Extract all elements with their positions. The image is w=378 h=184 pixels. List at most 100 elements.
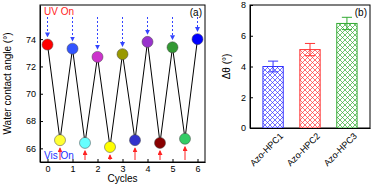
tick-label: 4 xyxy=(145,164,150,174)
tick-label: Azo-HPC1 xyxy=(248,131,285,168)
tick-mark xyxy=(98,159,99,162)
error-cap xyxy=(342,29,352,30)
arrow xyxy=(122,17,123,46)
point xyxy=(55,135,66,146)
tick: Azo-HPC1 xyxy=(248,125,285,168)
tick-mark xyxy=(250,36,253,37)
point xyxy=(80,137,91,148)
tick-mark xyxy=(250,67,253,68)
x-axis-title: Cycles xyxy=(107,173,137,184)
tick-mark xyxy=(198,159,199,162)
tick-label: 72 xyxy=(26,62,36,72)
tick-label: 2 xyxy=(95,164,100,174)
tick: 4 xyxy=(241,62,253,72)
tick-mark xyxy=(40,121,43,122)
tick-mark xyxy=(148,159,149,162)
tick: 4 xyxy=(145,159,150,174)
tick-label: 6 xyxy=(241,31,246,41)
error-bar xyxy=(342,17,352,29)
point xyxy=(105,141,116,152)
annotation: Vis On xyxy=(44,150,74,161)
arrow xyxy=(172,17,173,39)
tick: 2 xyxy=(95,159,100,174)
tick-label: 66 xyxy=(26,144,36,154)
axis-line xyxy=(41,162,206,163)
axis-line xyxy=(40,6,41,163)
point xyxy=(42,39,53,50)
tick-mark xyxy=(123,159,124,162)
arrow xyxy=(97,17,98,49)
arrow xyxy=(72,17,73,41)
arrow xyxy=(85,151,86,160)
plot-area xyxy=(42,17,203,160)
tick-label: 70 xyxy=(26,89,36,99)
figure: 01234566668707274CyclesWater contact ang… xyxy=(0,0,378,184)
plot-area xyxy=(263,17,357,128)
tick-label: 8 xyxy=(241,0,246,10)
tick-label: 0 xyxy=(241,123,246,133)
arrow xyxy=(135,148,136,160)
error-bar xyxy=(268,61,278,72)
tick-label: 4 xyxy=(241,62,246,72)
arrow xyxy=(160,151,161,160)
panel-b: Azo-HPC1Azo-HPC2Azo-HPC3 0 2 4 6 8 Δθ (°) (b) xyxy=(221,0,371,168)
tick: Azo-HPC3 xyxy=(322,125,359,168)
tick-label: Azo-HPC3 xyxy=(322,131,359,168)
bar xyxy=(300,50,320,128)
tick-label: 6 xyxy=(195,164,200,174)
error-cap xyxy=(268,61,278,62)
bar xyxy=(263,67,283,129)
title: (a) xyxy=(190,7,202,18)
tick: 0 xyxy=(45,159,50,174)
tick: 6 xyxy=(195,159,200,174)
tick: 0 xyxy=(241,123,253,133)
tick-mark xyxy=(40,148,43,149)
point xyxy=(192,34,203,45)
tick: 2 xyxy=(241,93,253,103)
tick: 8 xyxy=(241,0,253,10)
error-line xyxy=(273,61,274,72)
annotation: UV On xyxy=(44,6,74,17)
point xyxy=(180,133,191,144)
point xyxy=(92,51,103,62)
tick-mark xyxy=(250,97,253,98)
line xyxy=(48,39,198,147)
plot-frame xyxy=(250,5,370,128)
bar xyxy=(337,23,357,128)
title: (b) xyxy=(355,7,367,18)
tick-mark xyxy=(40,39,43,40)
tick-label: 1 xyxy=(70,164,75,174)
axis: 6668707274 xyxy=(26,6,43,163)
plot-frame xyxy=(40,5,205,162)
point xyxy=(117,49,128,60)
tick: Azo-HPC2 xyxy=(285,125,322,168)
arrow xyxy=(147,17,148,34)
tick-label: 74 xyxy=(26,35,36,45)
tick-mark xyxy=(40,66,43,67)
tick: 66 xyxy=(26,144,43,154)
tick-mark xyxy=(173,159,174,162)
tick-label: 5 xyxy=(170,164,175,174)
error-cap xyxy=(305,55,315,56)
tick-mark xyxy=(250,128,253,129)
tick-mark xyxy=(40,94,43,95)
axis: 0 2 4 6 8 xyxy=(241,0,253,133)
y-axis-title: Δθ (°) xyxy=(221,54,232,80)
point xyxy=(155,137,166,148)
point xyxy=(167,42,178,53)
tick: 6 xyxy=(241,31,253,41)
tick: 74 xyxy=(26,35,43,45)
error-cap xyxy=(342,17,352,18)
point xyxy=(67,43,78,54)
arrow xyxy=(197,17,198,31)
arrow xyxy=(47,17,48,37)
point xyxy=(142,36,153,47)
error-cap xyxy=(268,71,278,72)
panel-a: 01234566668707274CyclesWater contact ang… xyxy=(2,5,206,184)
arrow xyxy=(185,147,186,160)
y-axis-title: Water contact angle (°) xyxy=(2,32,13,134)
point xyxy=(130,135,141,146)
tick-label: 2 xyxy=(241,93,246,103)
tick: 72 xyxy=(26,62,43,72)
error-cap xyxy=(305,43,315,44)
